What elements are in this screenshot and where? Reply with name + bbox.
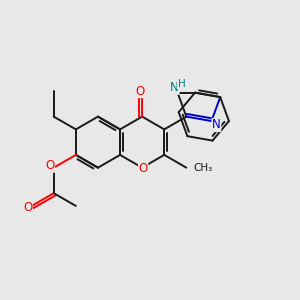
Text: O: O (23, 201, 32, 214)
Text: N: N (212, 118, 221, 131)
Text: O: O (139, 162, 148, 175)
Text: N: N (170, 81, 179, 94)
Text: O: O (136, 85, 145, 98)
Text: H: H (178, 79, 185, 89)
Text: CH₃: CH₃ (193, 163, 212, 173)
Text: O: O (45, 159, 54, 172)
